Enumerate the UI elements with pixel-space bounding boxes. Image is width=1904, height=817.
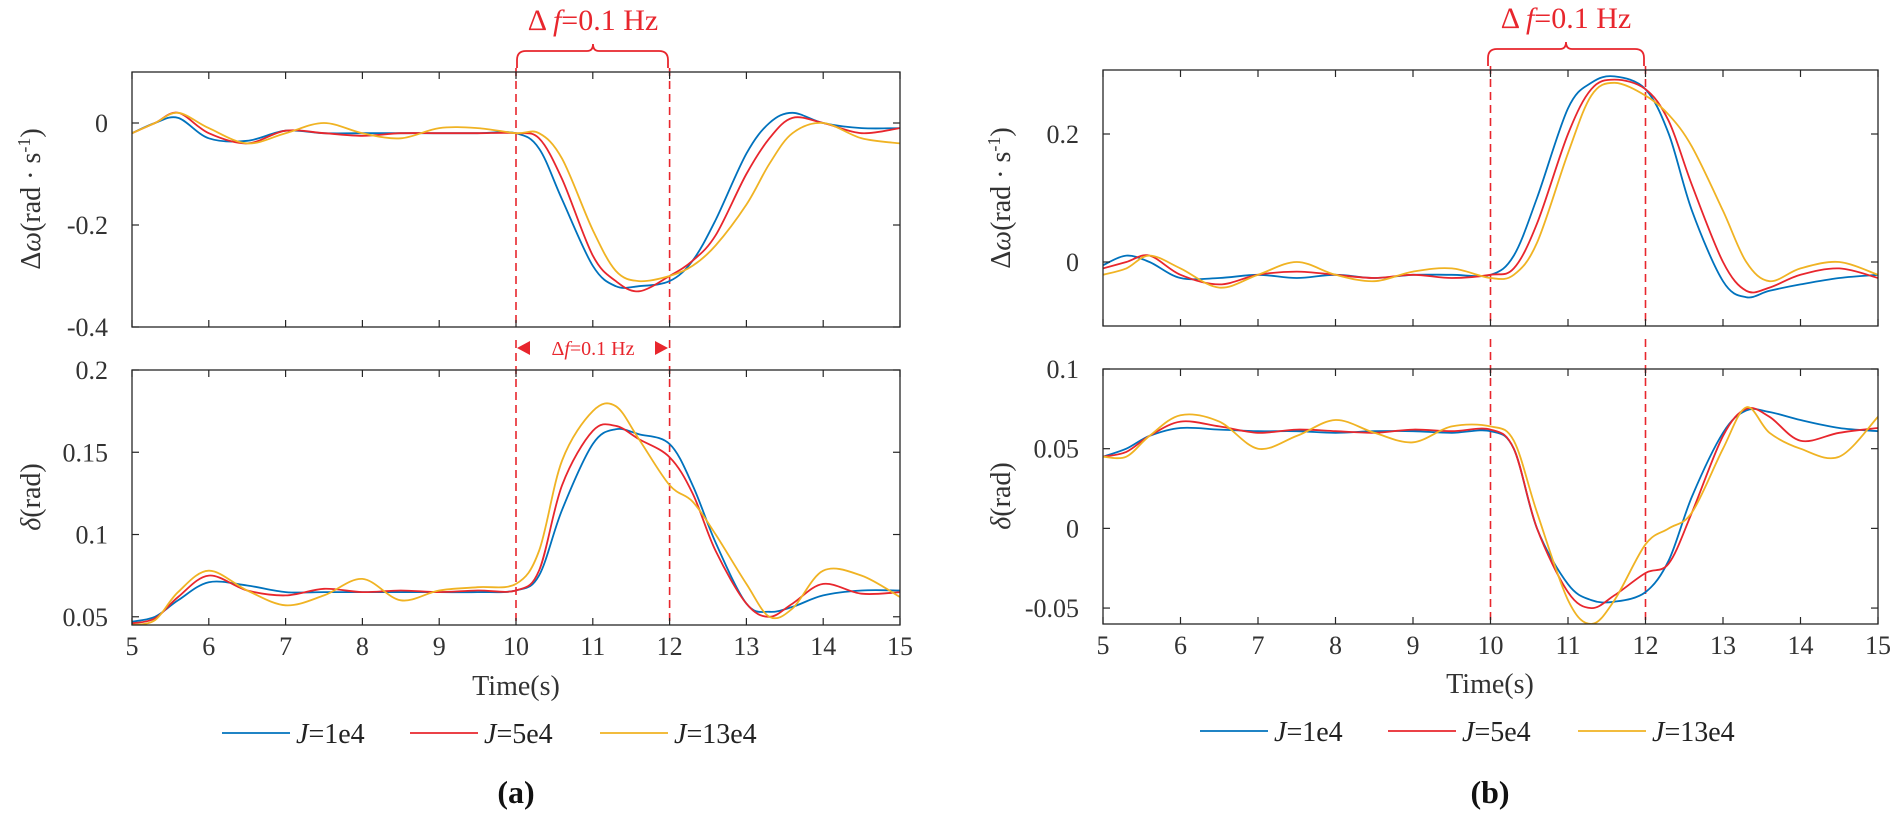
ytick-label-a-bottom-0: 0.2: [76, 356, 109, 385]
ytick-label-b-top-1: 0: [1066, 248, 1079, 277]
ytick-label-b-top-0: 0.2: [1047, 120, 1080, 149]
xtick-label-a-bottom-9: 14: [810, 632, 836, 661]
legend-label-a-3: J=13e4: [674, 719, 757, 750]
legend-label-b-3: J=13e4: [1652, 717, 1735, 748]
vlines-b-top: [1489, 66, 1647, 326]
xtick-label-a-bottom-1: 6: [202, 632, 215, 661]
xtick-label-b-bottom-0: 5: [1097, 631, 1110, 660]
delta-f-label-a: Δ f=0.1 Hz: [528, 4, 658, 37]
ytick-label-b-bottom-3: -0.05: [1025, 594, 1079, 623]
xtick-label-a-bottom-7: 12: [657, 632, 683, 661]
xtick-label-b-bottom-10: 15: [1865, 631, 1891, 660]
xlabel-a: Time(s): [472, 671, 560, 702]
ytick-label-a-bottom-3: 0.05: [63, 603, 109, 632]
annotation-b: Δ f=0.1 Hz: [1487, 2, 1645, 66]
legend-label-a-2: J=5e4: [484, 719, 553, 750]
ytick-label-a-bottom-1: 0.15: [63, 438, 109, 467]
series-group-b-bottom: [1103, 406, 1878, 624]
series-group-a-bottom: [132, 402, 900, 625]
legend-a: J=1e4 J=5e4 J=13e4: [222, 719, 757, 750]
series-line-a-bottom-1: [132, 427, 900, 623]
xtick-label-a-bottom-8: 13: [733, 632, 759, 661]
ticks-b-top: 0.20: [1047, 70, 1879, 326]
xtick-label-a-bottom-4: 9: [433, 632, 446, 661]
xtick-label-a-bottom-0: 5: [126, 632, 139, 661]
ytick-label-a-top-0: 0: [95, 109, 108, 138]
xtick-label-b-bottom-2: 7: [1252, 631, 1265, 660]
panel-a-bottom: 5 6 7 8 9 10 11 12 13 14 15 0.2 0.15 0.1 0.05 δ(rad) T…: [16, 340, 913, 702]
arrow-left-a: [517, 341, 530, 355]
ticks-a-bottom: 5 6 7 8 9 10 11 12 13 14 15 0.2 0.15 0.1 0.05: [63, 356, 914, 661]
ylabel-b-bottom: δ(rad): [986, 462, 1017, 529]
xtick-label-a-bottom-6: 11: [580, 632, 605, 661]
series-line-a-bottom-2: [132, 423, 900, 625]
panel-a-top: 0 -0.2 -0.4 Δω(rad · s-1): [14, 68, 901, 342]
legend-label-b-2: J=5e4: [1462, 717, 1531, 748]
xtick-label-b-bottom-9: 14: [1788, 631, 1814, 660]
subfigure-label-a: (a): [497, 774, 534, 810]
xtick-label-b-bottom-7: 12: [1633, 631, 1659, 660]
series-line-b-bottom-3: [1103, 406, 1878, 624]
xtick-label-a-bottom-5: 10: [503, 632, 529, 661]
ytick-label-a-bottom-2: 0.1: [76, 521, 109, 550]
ytick-label-b-bottom-1: 0.05: [1034, 435, 1080, 464]
bracket-b: [1487, 41, 1645, 66]
xtick-label-b-bottom-8: 13: [1710, 631, 1736, 660]
xlabel-b: Time(s): [1446, 669, 1534, 700]
legend-label-a-1: J=1e4: [296, 719, 365, 750]
bracket-a: [516, 43, 669, 68]
vlines-b-bottom: [1489, 339, 1647, 624]
legend-label-b-1: J=1e4: [1274, 717, 1343, 748]
vlines-a-bottom: [515, 340, 671, 625]
subfigure-label-b: (b): [1470, 774, 1509, 810]
series-line-a-top-3: [132, 111, 900, 283]
legend-b: J=1e4 J=5e4 J=13e4: [1200, 717, 1735, 748]
xtick-label-b-bottom-4: 9: [1407, 631, 1420, 660]
series-line-a-top-1: [132, 111, 900, 289]
xtick-label-b-bottom-5: 10: [1478, 631, 1504, 660]
ylabel-a-bottom: δ(rad): [16, 463, 47, 530]
xtick-label-a-bottom-10: 15: [887, 632, 913, 661]
series-line-a-bottom-3: [132, 402, 900, 625]
panel-b-top: 0.20 Δω(rad · s-1): [984, 66, 1879, 327]
series-line-b-top-2: [1103, 78, 1878, 294]
xtick-label-b-bottom-3: 8: [1329, 631, 1342, 660]
xtick-label-b-bottom-1: 6: [1174, 631, 1187, 660]
ytick-label-b-bottom-2: 0: [1066, 514, 1079, 543]
xtick-label-a-bottom-2: 7: [279, 632, 292, 661]
series-group-a-top: [132, 111, 900, 293]
delta-f-small-label-a: Δf=0.1 Hz: [551, 338, 634, 360]
xtick-label-a-bottom-3: 8: [356, 632, 369, 661]
arrow-right-a: [655, 341, 668, 355]
ticks-a-top: 0 -0.2 -0.4: [67, 72, 901, 342]
xtick-label-b-bottom-6: 11: [1555, 631, 1580, 660]
series-line-b-top-3: [1103, 81, 1878, 289]
ticks-b-bottom: 5 6 7 8 9 10 11 12 13 14 15 0.1 0.05 0 -0.05: [1025, 355, 1891, 660]
ylabel-b-top: Δω(rad · s-1): [984, 127, 1017, 268]
delta-f-label-b: Δ f=0.1 Hz: [1501, 2, 1631, 35]
ytick-label-a-top-2: -0.4: [67, 313, 108, 342]
ylabel-a-top: Δω(rad · s-1): [14, 128, 47, 269]
annotation-a: Δ f=0.1 Hz Δf=0.1 Hz: [516, 4, 669, 360]
series-group-b-top: [1103, 75, 1878, 299]
panel-b-bottom: 5 6 7 8 9 10 11 12 13 14 15 0.1 0.05 0 -0.05 δ(rad) Ti…: [986, 339, 1891, 700]
ytick-label-b-bottom-0: 0.1: [1047, 355, 1080, 384]
ytick-label-a-top-1: -0.2: [67, 211, 108, 240]
series-line-b-top-1: [1103, 75, 1878, 299]
vlines-a-top: [515, 68, 671, 327]
